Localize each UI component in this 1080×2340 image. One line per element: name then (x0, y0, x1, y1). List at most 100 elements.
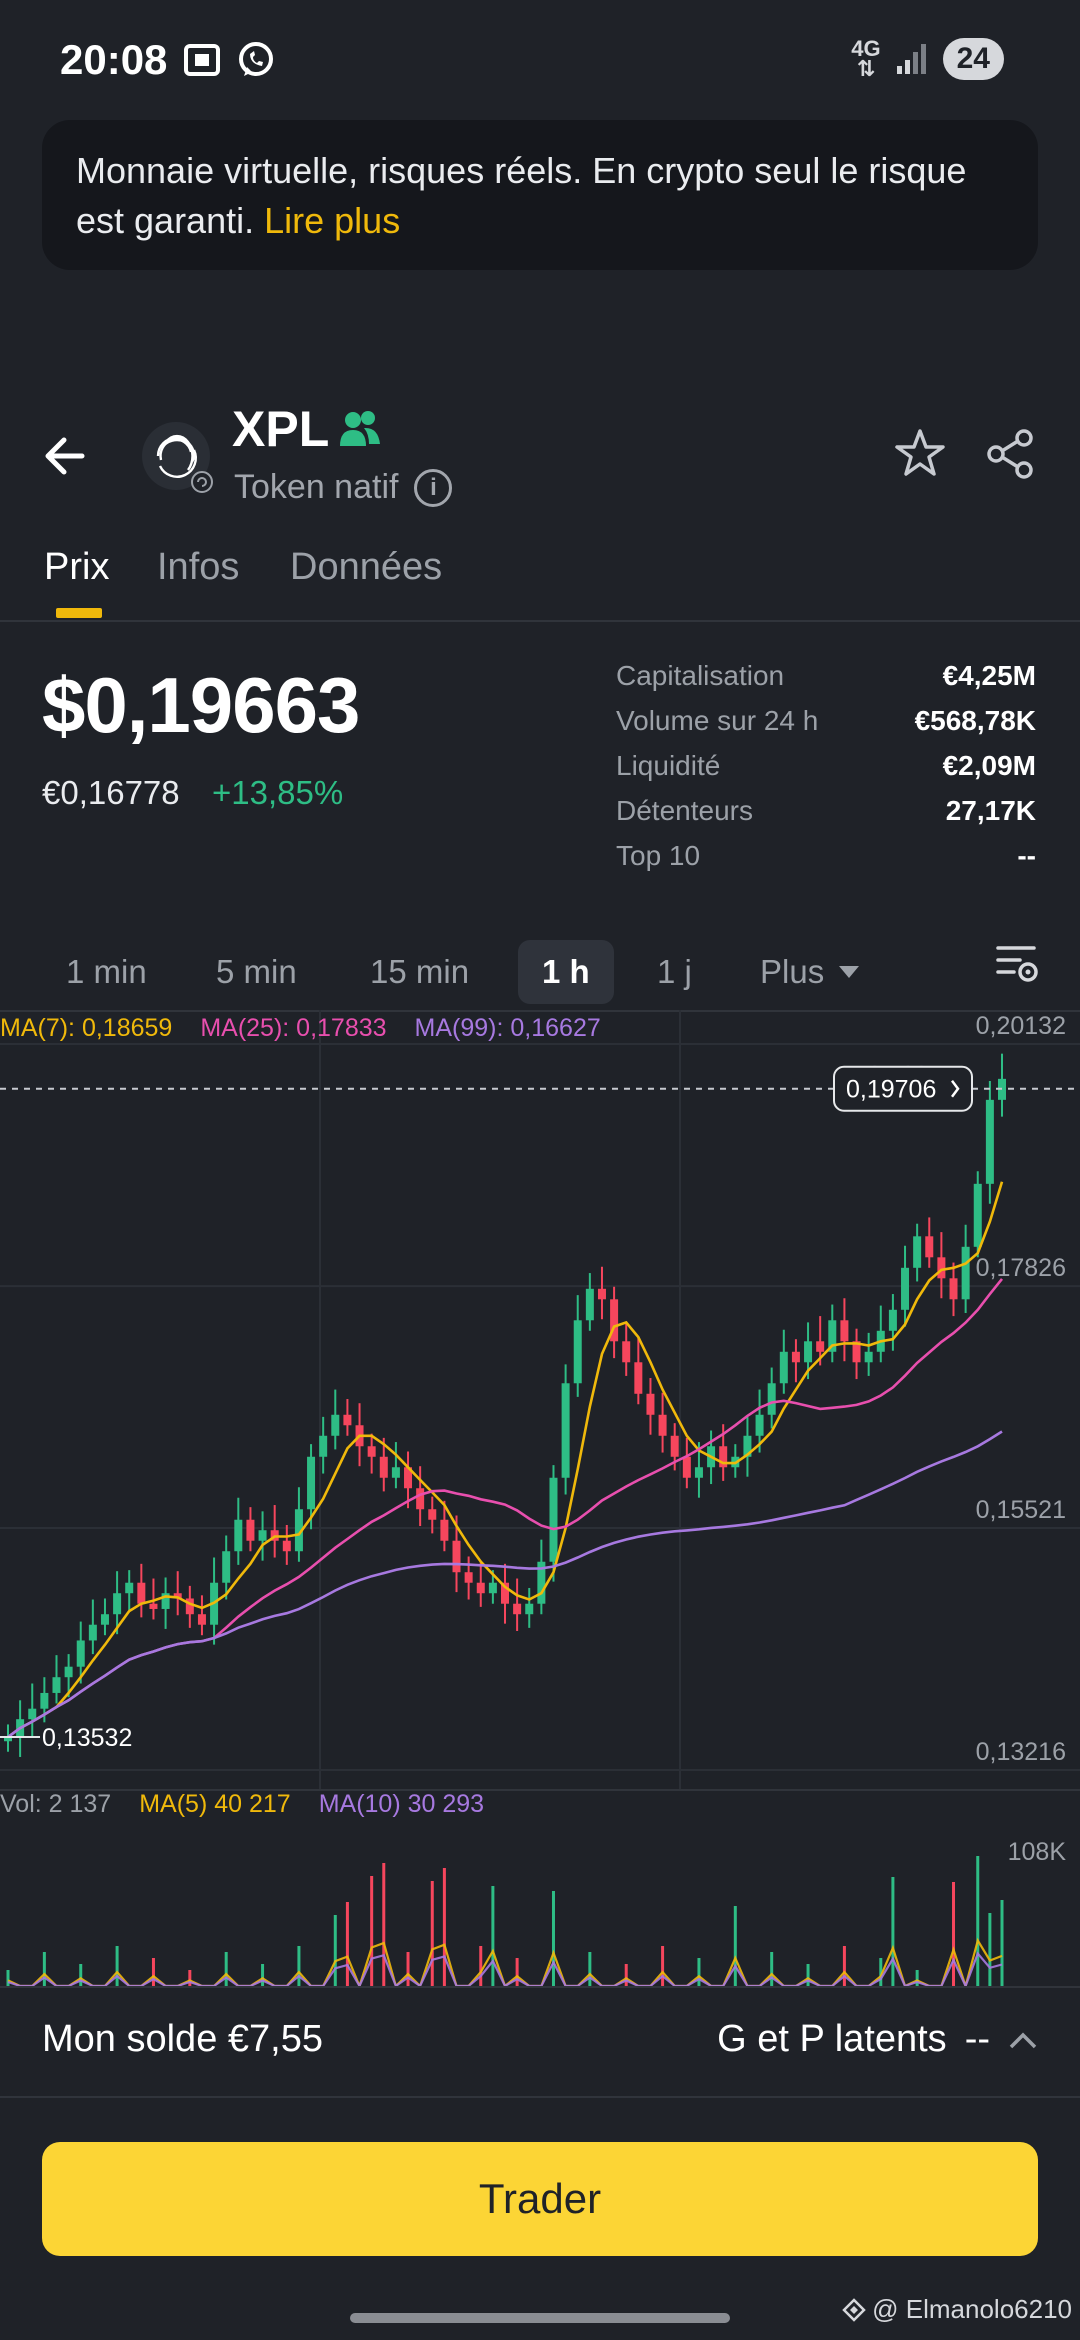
candle-body (488, 1582, 497, 1594)
candle-body (367, 1446, 376, 1457)
balance-label: Mon solde €7,55 (42, 2018, 323, 2060)
status-time: 20:08 (60, 36, 168, 83)
candle-body (343, 1414, 352, 1426)
candle-body (828, 1320, 837, 1352)
candle-body (937, 1257, 946, 1279)
candle-body (670, 1435, 679, 1457)
timeframe-1h[interactable]: 1 h (518, 940, 614, 1004)
candle-body (561, 1383, 570, 1478)
stat-market-cap: Capitalisation €4,25M (616, 660, 1036, 691)
candle-body (622, 1341, 631, 1363)
candle-body (501, 1582, 509, 1604)
price-usd: $0,19663 (42, 661, 360, 749)
ma7-label: MA(7): 0,18659 (0, 1014, 173, 1042)
chart-settings-icon[interactable] (994, 940, 1040, 986)
vol-ma10-line (7, 1951, 1003, 1986)
candle-body (76, 1640, 85, 1667)
candle-body (113, 1593, 122, 1615)
candle-body (88, 1624, 97, 1641)
candle-body (925, 1236, 934, 1258)
candle-body (597, 1288, 606, 1300)
candle-body (464, 1572, 473, 1583)
banner-text: Monnaie virtuelle, risques réels. En cry… (76, 150, 967, 241)
candle-body (694, 1467, 703, 1478)
ma7-line (7, 1181, 1004, 1739)
back-arrow-icon[interactable] (36, 424, 100, 488)
community-icon[interactable] (338, 408, 382, 452)
candle-body (100, 1614, 109, 1625)
candle-body (852, 1341, 861, 1363)
candle-body (246, 1519, 255, 1541)
trade-button[interactable]: Trader (42, 2142, 1038, 2256)
info-icon[interactable]: i (414, 468, 453, 507)
candle-body (682, 1456, 691, 1478)
y-axis-tick: 0,15521 (976, 1496, 1066, 1524)
chart-top-divider (0, 1010, 1080, 1012)
candle-body (476, 1582, 485, 1594)
timeframe-more-label: Plus (760, 953, 825, 990)
token-subtitle-text: Token natif (234, 468, 399, 506)
candle-body (452, 1540, 461, 1573)
candle-body (634, 1362, 643, 1394)
candle-body (973, 1183, 982, 1247)
token-symbol: XPL (232, 401, 330, 457)
candle-body (28, 1708, 37, 1720)
timeframe-5min[interactable]: 5 min (216, 953, 297, 990)
candle-body (646, 1393, 655, 1415)
candle-body (307, 1456, 316, 1510)
y-axis-tick: 0,17826 (976, 1254, 1066, 1282)
vol-ma10-label: MA(10) 30 293 (318, 1790, 485, 1818)
price-chart[interactable]: 0,201320,178260,155210,132160,198170,197… (0, 1010, 1080, 1986)
battery-indicator: 24 (942, 38, 1004, 80)
candle-body (816, 1341, 825, 1352)
y-axis-tick: 0,13216 (976, 1738, 1066, 1766)
active-tab-indicator (56, 608, 102, 618)
candle-body (125, 1582, 134, 1594)
candle-body (767, 1383, 776, 1415)
pnl-value: -- (964, 2018, 990, 2060)
tab-infos[interactable]: Infos (157, 546, 240, 588)
read-more-link[interactable]: Lire plus (264, 200, 401, 241)
ma99-label: MA(99): 0,16627 (414, 1014, 601, 1042)
chevron-right-icon (951, 1079, 960, 1098)
candle-body (610, 1299, 619, 1342)
watermark-text: @ Elmanolo6210 (872, 2294, 1072, 2324)
candle-body (804, 1341, 813, 1363)
home-indicator[interactable] (350, 2313, 730, 2323)
candle-body (222, 1551, 231, 1583)
candle-body (416, 1488, 425, 1510)
candle-body (149, 1603, 158, 1609)
candle-body (440, 1519, 449, 1541)
candle-body (549, 1477, 558, 1562)
candle-body (294, 1509, 303, 1552)
candle-body (197, 1614, 206, 1625)
bottom-divider (0, 1986, 1080, 1988)
share-icon[interactable] (982, 426, 1038, 482)
timeframe-1j[interactable]: 1 j (657, 953, 692, 990)
ma-legend: MA(7): 0,18659 MA(25): 0,17833 MA(99): 0… (0, 1014, 601, 1043)
candle-body (258, 1530, 267, 1541)
candle-body (428, 1509, 437, 1520)
candle-body (513, 1603, 522, 1615)
whatsapp-icon (239, 42, 273, 76)
unrealized-pnl[interactable]: G et P latents -- (717, 2018, 1038, 2061)
candle-body (52, 1677, 61, 1693)
chevron-up-icon (1009, 2032, 1037, 2048)
candle-body (888, 1309, 897, 1331)
favorite-star-icon[interactable] (892, 426, 948, 482)
candle-body (319, 1435, 328, 1457)
candle-body (864, 1351, 873, 1363)
candle-body (331, 1414, 340, 1436)
candle-body (537, 1561, 546, 1604)
timeframe-more[interactable]: Plus (760, 940, 860, 1004)
candle-body (840, 1320, 849, 1342)
caret-down-icon (839, 966, 860, 978)
candle-body (391, 1467, 400, 1478)
tab-donnees[interactable]: Données (290, 546, 443, 588)
stat-holders: Détenteurs 27,17K (616, 795, 1036, 826)
volume-max-label: 108K (1008, 1838, 1067, 1866)
tab-prix[interactable]: Prix (44, 546, 110, 588)
status-icons-left (182, 40, 276, 80)
timeframe-15min[interactable]: 15 min (370, 953, 470, 990)
timeframe-1min[interactable]: 1 min (66, 953, 147, 990)
